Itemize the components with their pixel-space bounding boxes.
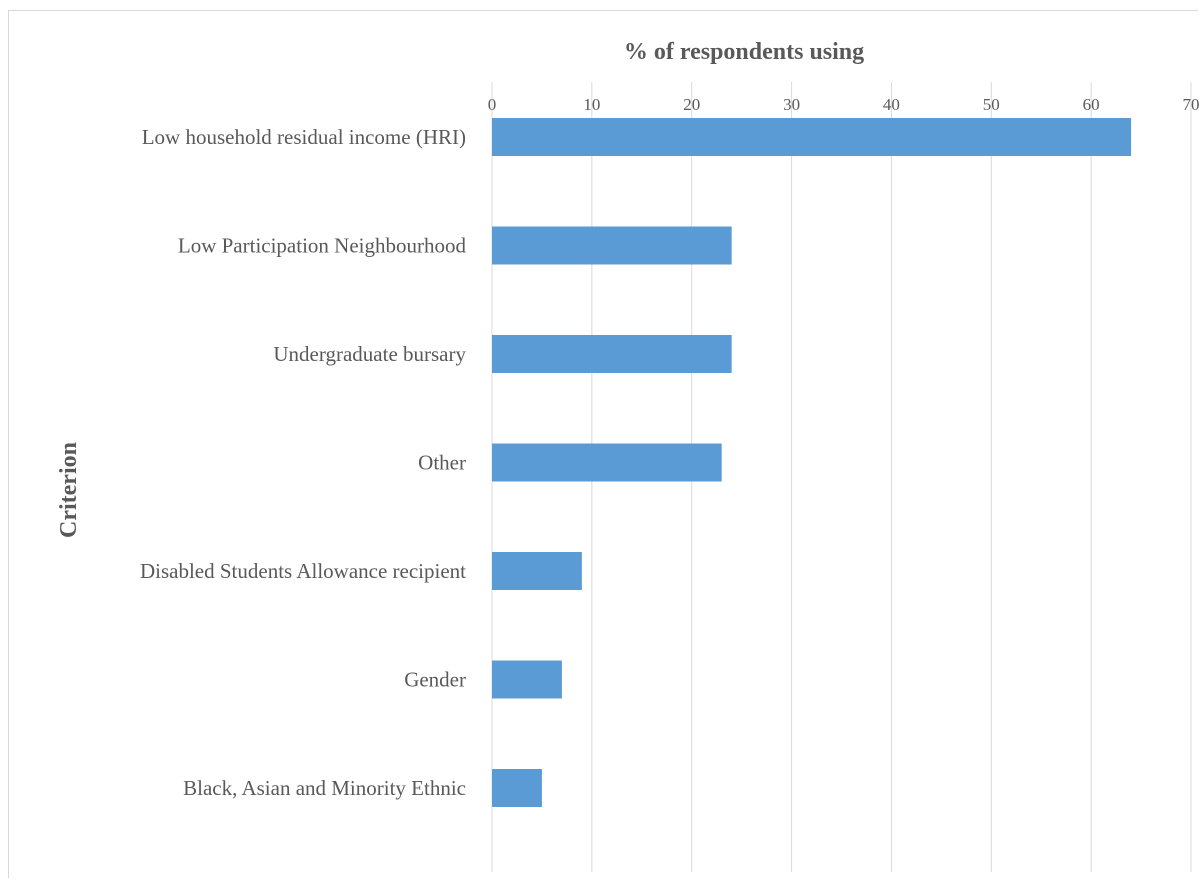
- x-tick-label: 10: [583, 95, 600, 114]
- bar: [492, 226, 732, 265]
- bar: [492, 335, 732, 373]
- x-axis-ticks: 0 10 20 30 40 50 60 70: [488, 95, 1199, 114]
- bars: [492, 118, 1132, 807]
- bar: [492, 769, 542, 807]
- category-label: Undergraduate bursary: [273, 342, 466, 366]
- category-label: Black, Asian and Minority Ethnic: [183, 776, 466, 800]
- chart-frame: [8, 10, 1198, 878]
- category-label: Disabled Students Allowance recipient: [140, 559, 466, 583]
- x-tick-label: 0: [488, 95, 497, 114]
- category-label: Low household residual income (HRI): [142, 125, 466, 149]
- x-tick-label: 70: [1183, 95, 1199, 114]
- category-labels: Low household residual income (HRI) Low P…: [140, 125, 467, 800]
- x-tick-label: 50: [983, 95, 1000, 114]
- bar: [492, 552, 582, 590]
- bar: [492, 118, 1132, 156]
- x-tick-label: 30: [783, 95, 800, 114]
- y-axis-title: Criterion: [56, 442, 82, 538]
- x-axis-title: % of respondents using: [624, 39, 864, 65]
- category-label: Low Participation Neighbourhood: [178, 234, 467, 258]
- x-tick-label: 20: [683, 95, 700, 114]
- x-tick-label: 40: [883, 95, 900, 114]
- bar: [492, 443, 722, 482]
- x-tick-label: 60: [1083, 95, 1100, 114]
- category-label: Gender: [404, 668, 466, 692]
- category-label: Other: [418, 451, 466, 475]
- bar: [492, 660, 562, 699]
